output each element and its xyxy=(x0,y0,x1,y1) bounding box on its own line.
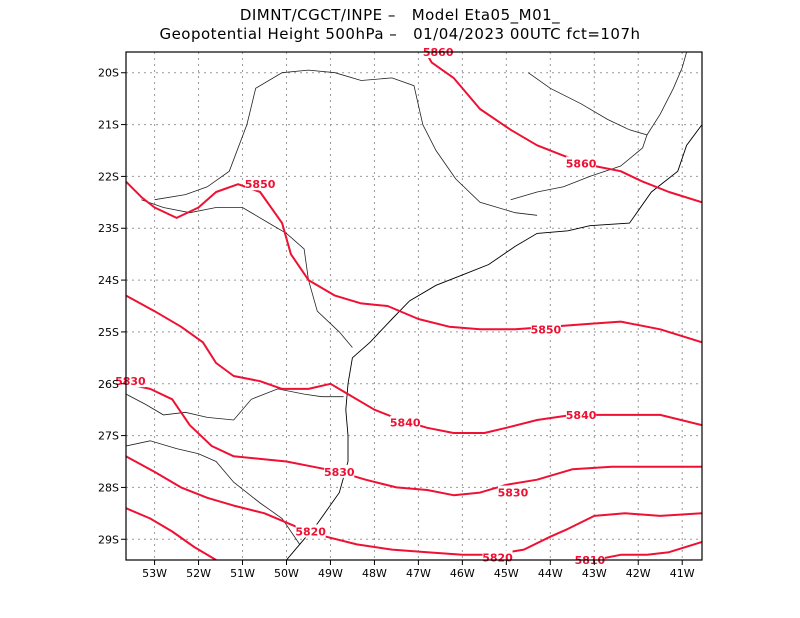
grid-lines xyxy=(126,52,702,560)
y-tick-label: 21S xyxy=(98,119,119,132)
x-tick-label: 51W xyxy=(230,567,255,580)
contour-label: 5820 xyxy=(482,551,513,564)
contour-5810 xyxy=(585,540,702,560)
contour-label: 5830 xyxy=(324,466,355,479)
x-tick-label: 53W xyxy=(142,567,167,580)
state-boundary-santa-catarina-border-north xyxy=(126,388,344,421)
state-boundary-parana-border xyxy=(141,199,353,348)
axis-ticks: 53W 52W 51W 50W 49W 48W 47W 46W 45W 44W 43W 42W 41W 2… xyxy=(98,67,695,580)
contour-label: 5840 xyxy=(566,409,597,422)
contour-label-bg xyxy=(324,464,355,478)
contour-label-bg xyxy=(530,322,561,336)
x-tick-label: 42W xyxy=(626,567,651,580)
state-boundary-rio-border xyxy=(510,134,648,201)
contour-label-bg xyxy=(566,156,597,170)
y-tick-label: 20S xyxy=(98,67,119,80)
contour-label-bg xyxy=(245,177,276,191)
x-tick-label: 48W xyxy=(362,567,387,580)
state-boundary-minas-border-east xyxy=(528,52,687,136)
y-tick-label: 24S xyxy=(98,274,119,287)
y-tick-label: 27S xyxy=(98,430,119,443)
contour-label: 5840 xyxy=(390,417,421,430)
chart-title-line2: Geopotential Height 500hPa – 01/04/2023 … xyxy=(159,25,641,43)
y-tick-label: 25S xyxy=(98,326,119,339)
state-boundary-sao-paulo-border xyxy=(154,69,538,216)
x-tick-label: 52W xyxy=(186,567,211,580)
x-tick-label: 41W xyxy=(670,567,695,580)
contour-label: 5830 xyxy=(115,375,146,388)
contour-label-bg xyxy=(390,415,421,429)
contour-label: 5830 xyxy=(498,487,529,500)
contour-label: 5850 xyxy=(531,323,562,336)
contour-label: 5860 xyxy=(566,157,597,170)
contour-lines xyxy=(126,52,702,560)
contour-label-bg xyxy=(295,524,326,538)
y-tick-label: 29S xyxy=(98,533,119,546)
x-tick-label: 43W xyxy=(582,567,607,580)
contour-label: 5850 xyxy=(245,178,276,191)
y-tick-label: 23S xyxy=(98,222,119,235)
contour-5820 xyxy=(126,455,702,556)
x-tick-label: 50W xyxy=(274,567,299,580)
x-tick-label: 46W xyxy=(450,567,475,580)
y-tick-label: 28S xyxy=(98,481,119,494)
y-tick-label: 22S xyxy=(98,170,119,183)
x-tick-label: 45W xyxy=(494,567,519,580)
contour-label-bg xyxy=(497,485,528,499)
plot-frame xyxy=(125,51,703,561)
contour-5850 xyxy=(126,180,702,344)
x-tick-label: 49W xyxy=(318,567,343,580)
contour-5810 xyxy=(126,507,217,560)
coastline xyxy=(285,124,702,560)
contour-label-bg xyxy=(566,407,597,421)
x-tick-label: 44W xyxy=(538,567,563,580)
chart-title-line1: DIMNT/CGCT/INPE – Model Eta05_M01_ xyxy=(239,6,561,24)
y-tick-label: 26S xyxy=(98,378,119,391)
contour-5830 xyxy=(126,382,702,497)
contour-5840 xyxy=(126,294,702,434)
contour-5860 xyxy=(424,52,702,204)
state-boundary-rio-grande-border xyxy=(126,440,301,545)
contour-labels: 5860586058505850584058405830583058305820… xyxy=(115,45,606,567)
contour-label: 5820 xyxy=(295,525,326,538)
x-tick-label: 47W xyxy=(406,567,431,580)
